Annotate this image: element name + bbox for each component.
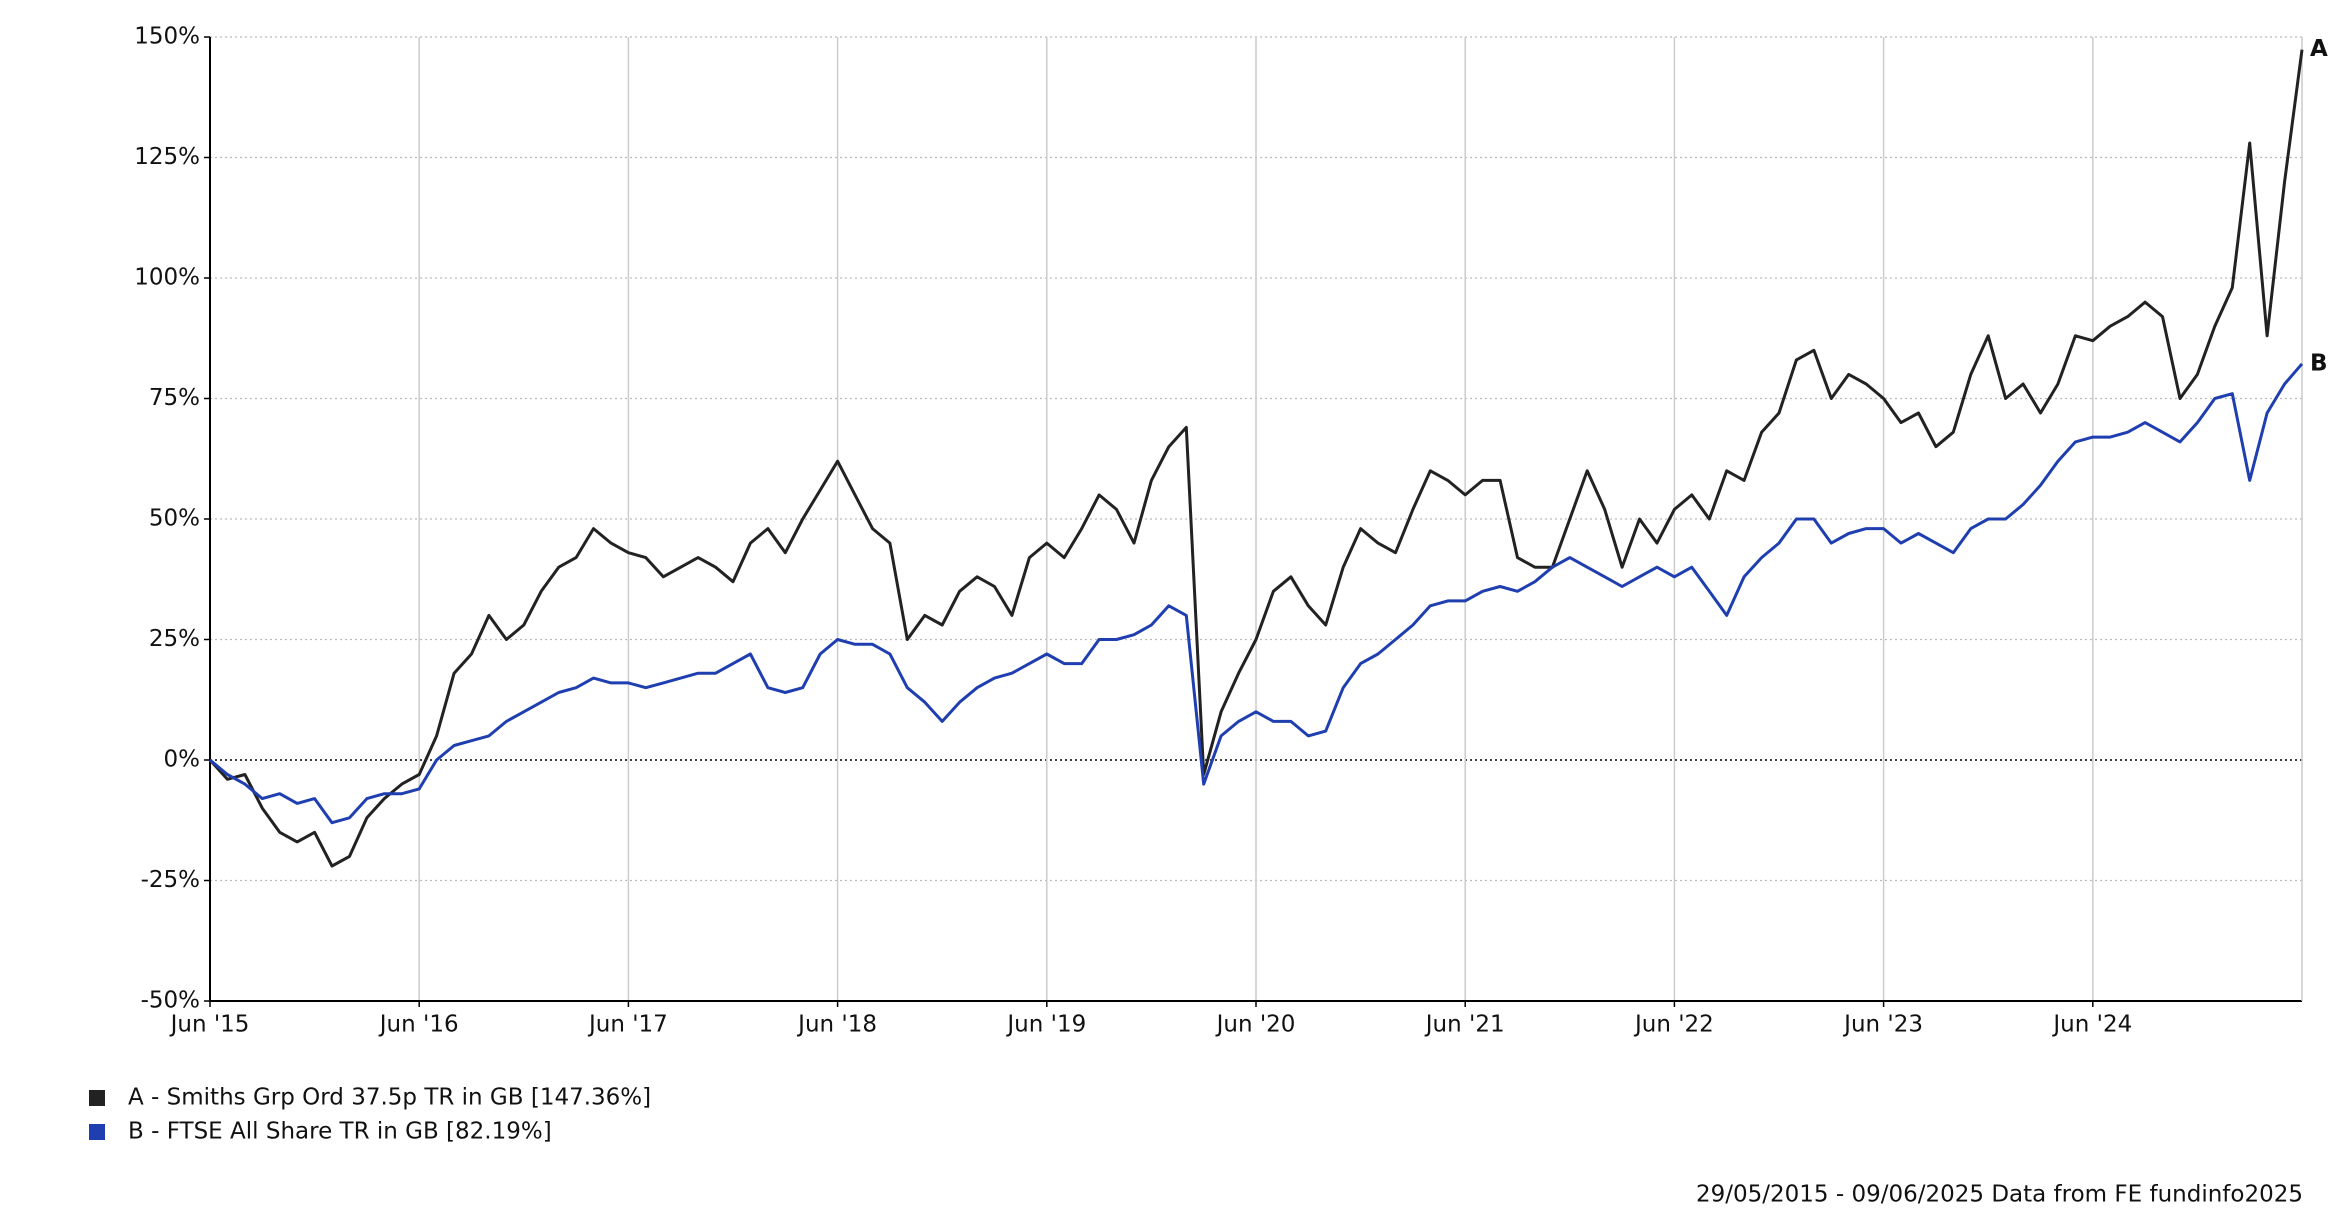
series-line bbox=[209, 362, 2304, 825]
end-label: B bbox=[2310, 350, 2328, 376]
y-tick-label: 150% bbox=[134, 24, 200, 50]
x-tick-label: Jun '15 bbox=[169, 1012, 250, 1038]
x-tick-label: Jun '16 bbox=[378, 1012, 459, 1038]
source-note: 29/05/2015 - 09/06/2025 Data from FE fun… bbox=[1696, 1182, 2303, 1208]
y-tick-label: 25% bbox=[149, 626, 200, 652]
x-tick-label: Jun '22 bbox=[1633, 1012, 1714, 1038]
legend-label: A - Smiths Grp Ord 37.5p TR in GB [147.3… bbox=[128, 1085, 651, 1111]
series-line bbox=[208, 49, 2304, 868]
legend-swatch bbox=[89, 1124, 105, 1140]
x-tick-label: Jun '20 bbox=[1215, 1012, 1296, 1038]
y-tick-label: 100% bbox=[134, 265, 200, 291]
y-tick-label: -50% bbox=[141, 988, 200, 1014]
x-tick-label: Jun '23 bbox=[1842, 1012, 1923, 1038]
y-tick-label: 0% bbox=[164, 747, 201, 773]
x-tick-label: Jun '17 bbox=[587, 1012, 668, 1038]
y-tick-label: -25% bbox=[141, 867, 200, 893]
end-label: A bbox=[2310, 36, 2328, 62]
y-tick-label: 75% bbox=[149, 385, 200, 411]
y-tick-label: 125% bbox=[134, 144, 200, 170]
x-tick-label: Jun '18 bbox=[796, 1012, 877, 1038]
x-tick-label: Jun '19 bbox=[1005, 1012, 1086, 1038]
y-tick-label: 50% bbox=[149, 506, 200, 532]
legend-label: B - FTSE All Share TR in GB [82.19%] bbox=[128, 1119, 552, 1145]
legend-swatch bbox=[89, 1090, 105, 1106]
x-tick-label: Jun '24 bbox=[2051, 1012, 2132, 1038]
x-tick-label: Jun '21 bbox=[1424, 1012, 1505, 1038]
